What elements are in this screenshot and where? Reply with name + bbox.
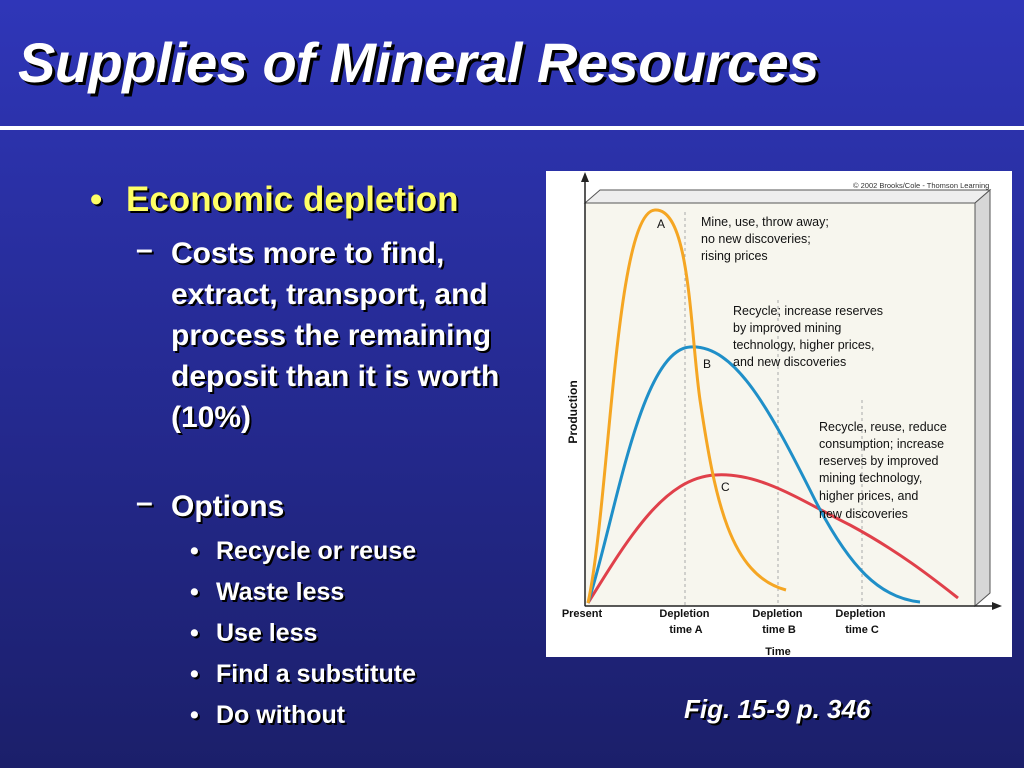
bullet-text: Economic depletion [126, 180, 459, 219]
box-top-face [583, 189, 992, 204]
curve-label-b: B [703, 357, 711, 371]
sub-bullet-options: Options [171, 490, 285, 523]
tick-depletion-a: Depletion time A [659, 608, 712, 636]
tick-present: Present [562, 608, 603, 620]
curve-c [586, 473, 959, 604]
note-c: Recycle, reuse, reduce consumption; incr… [819, 420, 950, 521]
curve-b [586, 345, 921, 604]
depletion-figure: A B C Mine, use, throw away; no new disc… [546, 171, 1012, 658]
copyright-text: © 2002 Brooks/Cole - Thomson Learning [853, 181, 989, 190]
figure-caption: Fig. 15-9 p. 346 [684, 694, 871, 724]
y-axis-arrow [581, 172, 589, 182]
tick-depletion-c: Depletion time C [835, 608, 888, 636]
note-a: Mine, use, throw away; no new discoverie… [701, 215, 832, 263]
box-side-face [974, 188, 991, 608]
tick-depletion-b: Depletion time B [752, 608, 805, 636]
y-axis-label: Production [566, 380, 580, 443]
bullet-dot: • [90, 180, 103, 219]
slide-title: Supplies of Mineral Resources [18, 31, 819, 94]
note-b: Recycle; increase reserves by improved m… [733, 304, 887, 369]
x-axis-arrow [992, 602, 1002, 610]
title-divider [0, 126, 1024, 130]
sub-bullet-costs: Costs more to find, extract, transport, … [171, 237, 500, 434]
curve-label-c: C [721, 480, 730, 494]
depletion-diagram: A B C Mine, use, throw away; no new disc… [562, 172, 1002, 658]
x-axis-label: Time [765, 646, 790, 657]
curve-a [586, 208, 787, 604]
curve-label-a: A [657, 217, 665, 231]
dash-marker: – [136, 486, 153, 519]
dash-marker: – [136, 233, 153, 266]
